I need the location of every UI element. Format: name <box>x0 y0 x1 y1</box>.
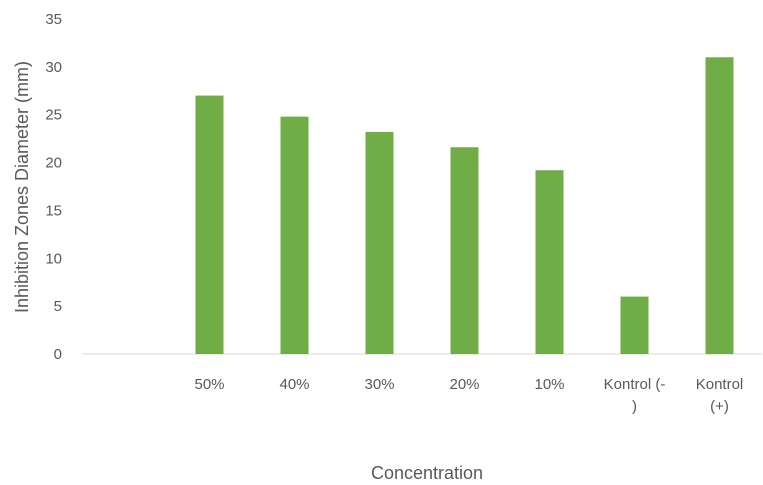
bar <box>705 57 734 355</box>
x-tick-label: Kontrol (-) <box>604 376 666 415</box>
y-tick-label: 20 <box>45 155 62 172</box>
x-tick-label: 20% <box>449 376 479 393</box>
y-tick-label: 35 <box>45 11 62 28</box>
bars <box>195 57 734 355</box>
y-tick-label: 0 <box>54 346 62 363</box>
y-tick-label: 25 <box>45 107 62 124</box>
y-axis-ticks: 0 5 10 15 20 25 30 35 <box>45 11 62 363</box>
y-tick-label: 5 <box>54 298 62 315</box>
x-tick-label: 40% <box>279 376 309 393</box>
bar <box>195 95 224 355</box>
bar <box>535 170 564 354</box>
x-axis-ticks: 50% 40% 30% 20% 10% Kontrol (-) Kontrol (+) <box>194 376 743 415</box>
x-tick-label: Kontrol (+) <box>696 376 744 415</box>
y-tick-label: 30 <box>45 59 62 76</box>
x-axis-title: Concentration <box>371 463 483 483</box>
x-tick-label: 30% <box>364 376 394 393</box>
y-tick-label: 10 <box>45 250 62 267</box>
bar <box>365 131 394 354</box>
bar <box>450 147 479 354</box>
x-tick-label: 50% <box>194 376 224 393</box>
bar <box>280 116 309 354</box>
x-tick-label: 10% <box>534 376 564 393</box>
bar <box>620 296 649 354</box>
y-axis-title: Inhibition Zones Diameter (mm) <box>12 61 32 313</box>
y-tick-label: 15 <box>45 202 62 219</box>
